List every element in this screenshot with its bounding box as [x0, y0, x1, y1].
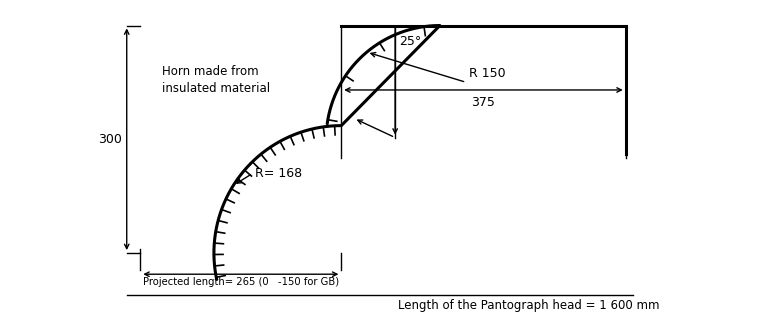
Text: Length of the Pantograph head = 1 600 mm: Length of the Pantograph head = 1 600 mm: [398, 299, 660, 312]
Text: 300: 300: [98, 133, 123, 146]
Text: Horn made from
insulated material: Horn made from insulated material: [162, 65, 270, 95]
Text: 25°: 25°: [399, 35, 421, 48]
Text: 375: 375: [472, 96, 496, 109]
Text: Projected length= 265 (0   -150 for GB): Projected length= 265 (0 -150 for GB): [142, 277, 339, 287]
Text: R 150: R 150: [469, 67, 506, 80]
Text: R= 168: R= 168: [255, 167, 302, 180]
